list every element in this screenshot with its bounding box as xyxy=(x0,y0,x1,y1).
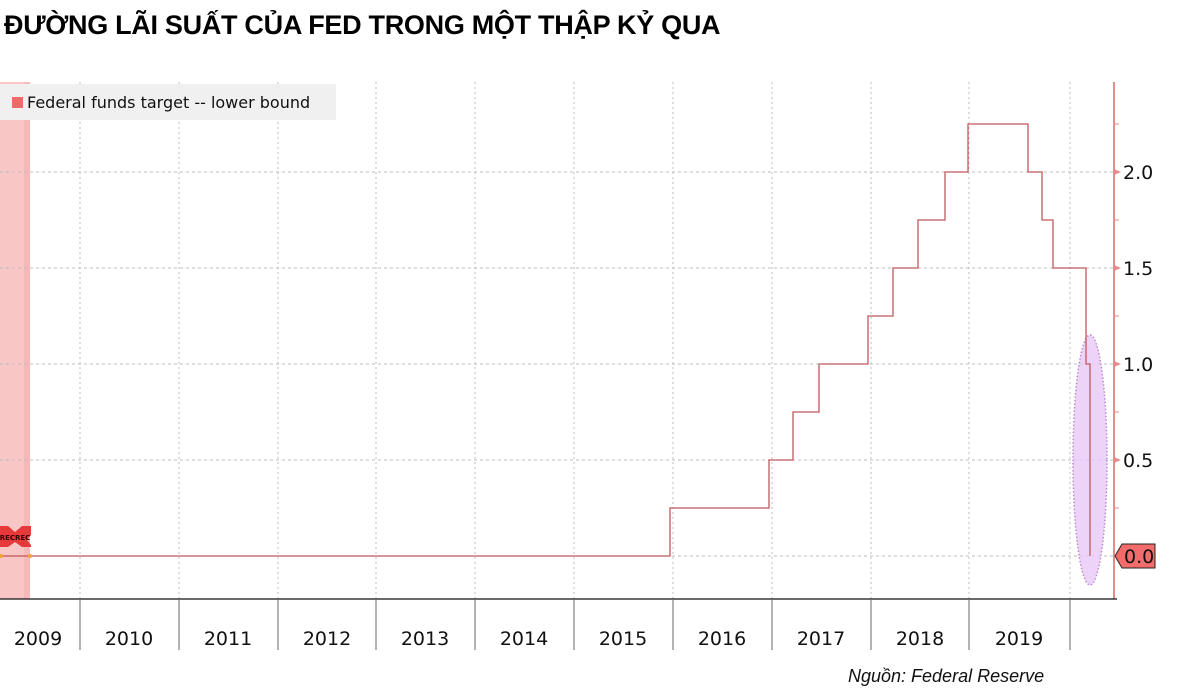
x-tick-label: 2014 xyxy=(500,628,548,650)
x-tick-label: 2011 xyxy=(204,628,252,650)
x-tick-label: 2017 xyxy=(797,628,845,650)
legend-swatch-icon xyxy=(12,96,23,108)
x-tick-label: 2018 xyxy=(896,628,944,650)
svg-text:RECREC: RECREC xyxy=(0,534,30,542)
horizontal-gridlines xyxy=(0,171,1114,557)
x-tick-label: 2019 xyxy=(995,628,1043,650)
fed-funds-line xyxy=(0,123,1091,557)
vertical-gridlines xyxy=(79,82,1071,599)
y-axis-ticks xyxy=(1114,123,1119,509)
x-tick-label: 2012 xyxy=(303,628,351,650)
recession-marker: RECREC xyxy=(0,526,32,558)
y-tick-label: 1.5 xyxy=(1123,258,1153,280)
source-note: Nguồn: Federal Reserve xyxy=(848,666,1045,686)
legend-label: Federal funds target -- lower bound xyxy=(27,92,311,112)
chart-legend: Federal funds target -- lower bound xyxy=(0,84,336,120)
x-tick-label: 2010 xyxy=(105,628,153,650)
x-tick-label: 2009 xyxy=(14,628,62,650)
y-tick-label: 2.0 xyxy=(1123,162,1153,184)
y-tick-label: 0.5 xyxy=(1123,450,1153,472)
x-tick-label: 2016 xyxy=(698,628,746,650)
chart-title: ĐƯỜNG LÃI SUẤT CỦA FED TRONG MỘT THẬP KỶ… xyxy=(4,10,721,40)
last-value-badge: 0.0 xyxy=(1114,543,1156,569)
x-tick-label: 2015 xyxy=(599,628,647,650)
x-axis-separators xyxy=(79,600,1071,650)
y-tick-label: 1.0 xyxy=(1123,354,1153,376)
x-tick-label: 2013 xyxy=(401,628,449,650)
y-axis-major-ticks xyxy=(1114,169,1121,463)
svg-text:0.0: 0.0 xyxy=(1124,546,1154,568)
